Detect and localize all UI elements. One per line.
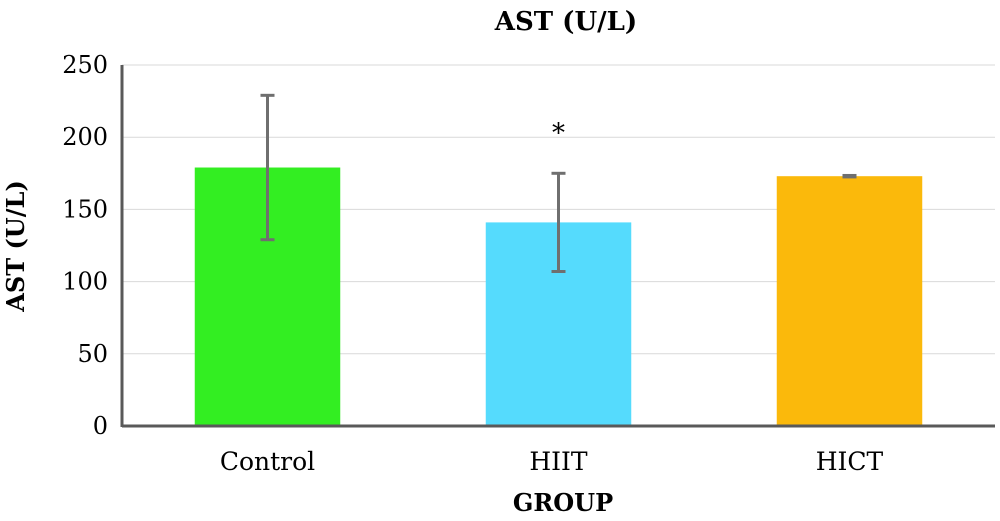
x-tick-labels: Control HIIT HICT [220,447,884,476]
y-tick-labels: 0 50 100 150 200 250 [62,51,108,440]
bar-hict [776,176,923,426]
error-bars [260,93,857,273]
x-tick-label: HICT [816,447,884,476]
y-tick-label: 100 [62,268,108,296]
y-axis-label: AST (U/L) [1,180,30,312]
y-tick-label: 200 [62,123,108,151]
bars [194,167,923,427]
chart-title: AST (U/L) [494,7,637,37]
annotations: * [552,118,565,148]
x-tick-label: Control [220,447,315,476]
y-tick-label: 0 [93,412,108,440]
x-tick-label: HIIT [529,447,588,476]
y-tick-label: 50 [77,340,108,368]
axes [120,65,995,428]
y-tick-label: 250 [62,51,108,79]
y-tick-label: 150 [62,195,108,223]
x-axis-label: GROUP [513,488,613,517]
significance-marker: * [552,118,565,148]
